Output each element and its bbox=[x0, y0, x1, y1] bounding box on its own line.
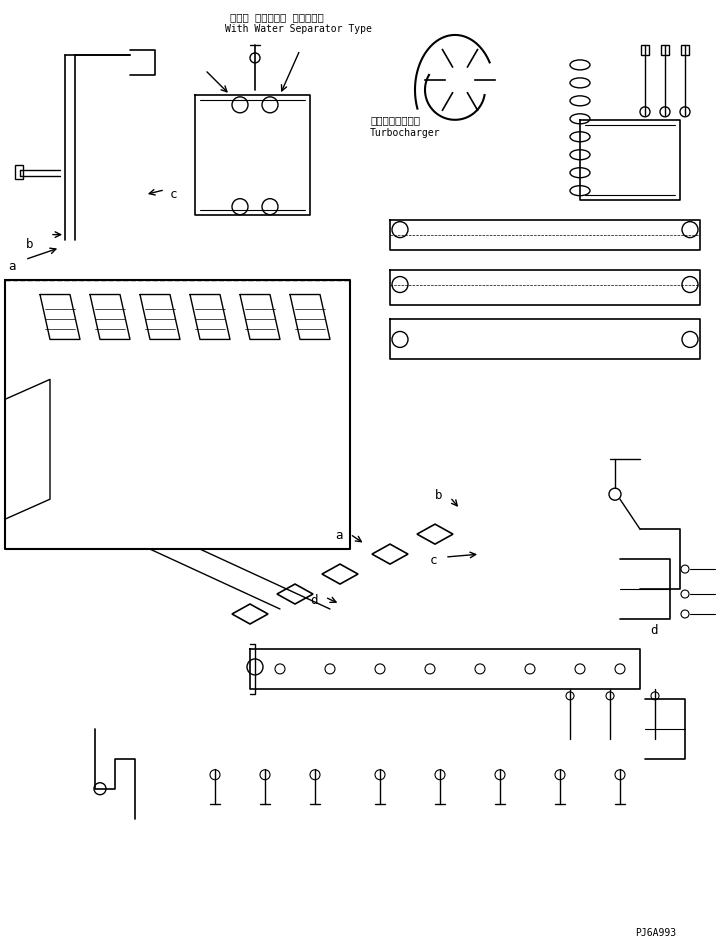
Text: PJ6A993: PJ6A993 bbox=[635, 929, 676, 938]
Text: c: c bbox=[170, 187, 177, 200]
Text: c: c bbox=[430, 554, 438, 567]
Text: With Water Separator Type: With Water Separator Type bbox=[225, 24, 372, 34]
Bar bbox=[641, 45, 649, 55]
Text: ウォー タセパレー タ付タイプ: ウォー タセパレー タ付タイプ bbox=[230, 12, 324, 22]
Text: ターボチャージャ: ターボチャージャ bbox=[370, 115, 420, 125]
Text: b: b bbox=[26, 238, 33, 250]
Bar bbox=[661, 45, 669, 55]
Text: d: d bbox=[310, 594, 318, 607]
Text: Turbocharger: Turbocharger bbox=[370, 128, 441, 137]
Text: d: d bbox=[650, 624, 657, 637]
Bar bbox=[681, 45, 689, 55]
Text: a: a bbox=[8, 260, 15, 273]
Bar bbox=[15, 165, 23, 179]
Text: a: a bbox=[335, 529, 342, 542]
Text: b: b bbox=[435, 489, 443, 502]
